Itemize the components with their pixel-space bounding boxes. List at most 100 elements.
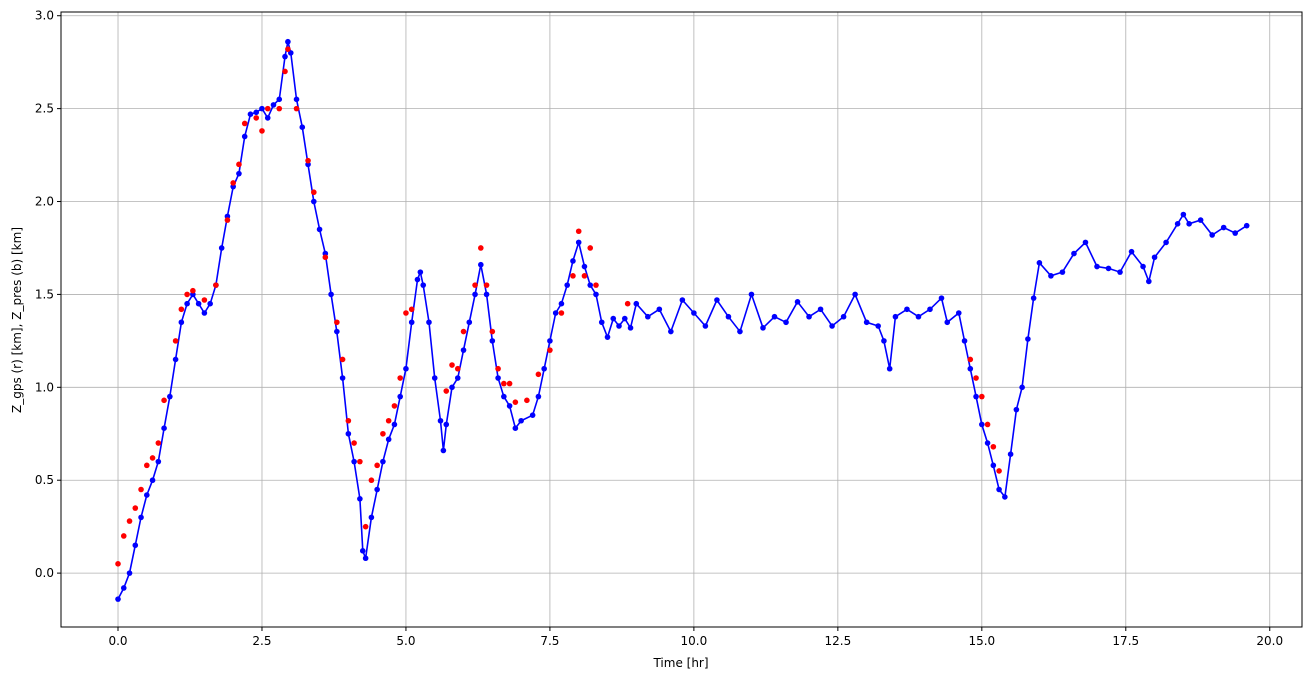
data-point: [270, 102, 277, 108]
data-point: [259, 105, 265, 112]
data-point: [886, 365, 893, 372]
data-point: [472, 282, 478, 288]
data-point: [362, 555, 369, 562]
data-point: [904, 306, 910, 313]
data-point: [397, 375, 403, 381]
data-point: [624, 300, 631, 307]
x-tick-label: 5.0: [396, 634, 415, 648]
data-point: [420, 282, 427, 288]
data-point: [285, 46, 291, 52]
data-point: [443, 388, 450, 394]
data-point: [501, 393, 507, 400]
data-point: [863, 319, 870, 326]
data-point: [725, 313, 732, 320]
data-point: [466, 319, 473, 326]
data-point: [610, 315, 617, 322]
data-point: [984, 421, 991, 428]
data-point: [547, 347, 553, 353]
data-point: [979, 421, 985, 428]
data-point: [385, 436, 392, 443]
data-point: [149, 477, 156, 484]
data-point: [126, 518, 133, 524]
data-point: [506, 403, 513, 409]
data-point: [495, 365, 501, 372]
data-point: [213, 282, 219, 288]
data-point: [547, 338, 553, 344]
data-point: [351, 458, 357, 465]
data-point: [339, 375, 346, 381]
plot-frame: [60, 11, 1303, 628]
data-point: [817, 306, 824, 313]
data-point: [1002, 494, 1008, 500]
data-point: [967, 365, 974, 372]
data-point: [144, 492, 150, 498]
data-point: [535, 371, 542, 378]
data-point: [115, 561, 121, 567]
data-point: [311, 198, 317, 205]
data-point: [1013, 406, 1020, 413]
data-point: [875, 323, 881, 329]
data-point: [155, 440, 162, 446]
data-point: [668, 328, 674, 335]
data-point: [1146, 278, 1152, 285]
data-point: [996, 486, 1002, 493]
data-point: [299, 124, 306, 130]
data-point: [408, 306, 415, 313]
x-tick-label: 17.5: [1112, 634, 1139, 648]
data-point: [115, 596, 121, 602]
data-point: [454, 365, 461, 372]
data-point: [339, 356, 346, 363]
data-point: [794, 299, 801, 305]
data-point: [285, 38, 291, 45]
data-point: [190, 287, 196, 294]
data-point: [955, 310, 962, 316]
data-point: [478, 245, 484, 251]
data-point: [714, 297, 720, 303]
data-point: [322, 254, 329, 261]
data-point: [132, 542, 139, 549]
data-point: [1036, 260, 1043, 266]
data-point: [512, 399, 519, 405]
data-point: [138, 514, 144, 521]
data-point: [230, 180, 236, 186]
data-point: [282, 53, 288, 60]
data-point: [472, 291, 478, 298]
data-point: [656, 306, 663, 313]
data-point: [385, 417, 392, 424]
x-tick-label: 20.0: [1256, 634, 1283, 648]
data-point: [1082, 239, 1089, 246]
data-point: [236, 161, 242, 168]
data-point: [1151, 254, 1158, 261]
data-point: [138, 486, 144, 493]
data-point: [368, 477, 375, 484]
data-point: [581, 273, 588, 279]
data-point: [178, 319, 185, 326]
data-point: [1186, 221, 1192, 227]
data-point: [552, 310, 559, 316]
y-tick-label: 0.5: [35, 473, 54, 487]
data-point: [443, 421, 450, 428]
data-point: [495, 375, 501, 381]
series-line: [117, 41, 1248, 600]
data-point: [1180, 211, 1187, 218]
data-point: [840, 313, 847, 320]
data-point: [1174, 221, 1181, 227]
data-point: [1025, 336, 1031, 342]
data-point: [927, 306, 933, 313]
data-point: [184, 291, 190, 298]
data-point: [1030, 295, 1037, 301]
data-point: [437, 417, 444, 424]
data-point: [282, 68, 288, 75]
data-point: [414, 276, 421, 283]
data-point: [570, 273, 576, 279]
data-point: [1094, 263, 1100, 270]
data-point: [737, 328, 743, 335]
data-point: [184, 300, 190, 307]
data-point: [259, 128, 265, 134]
data-point: [126, 570, 133, 576]
data-point: [328, 291, 334, 298]
x-tick-label: 10.0: [681, 634, 708, 648]
data-point: [979, 393, 985, 400]
data-point: [1048, 273, 1054, 279]
